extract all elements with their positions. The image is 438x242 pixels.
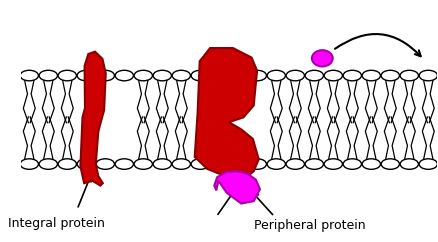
Circle shape xyxy=(343,159,361,169)
Circle shape xyxy=(286,70,304,81)
Circle shape xyxy=(400,159,418,169)
Circle shape xyxy=(115,70,134,81)
Text: Peripheral protein: Peripheral protein xyxy=(254,219,366,232)
Circle shape xyxy=(134,159,152,169)
Circle shape xyxy=(153,70,171,81)
Circle shape xyxy=(229,159,247,169)
Circle shape xyxy=(286,159,304,169)
Circle shape xyxy=(381,159,399,169)
Circle shape xyxy=(58,159,77,169)
Circle shape xyxy=(419,70,438,81)
Polygon shape xyxy=(195,48,259,180)
Circle shape xyxy=(362,70,381,81)
Circle shape xyxy=(248,70,266,81)
Circle shape xyxy=(134,70,152,81)
Circle shape xyxy=(324,70,343,81)
Circle shape xyxy=(172,70,191,81)
Circle shape xyxy=(362,159,381,169)
Circle shape xyxy=(153,159,171,169)
Circle shape xyxy=(419,159,438,169)
Circle shape xyxy=(96,159,114,169)
Circle shape xyxy=(305,70,323,81)
Circle shape xyxy=(191,159,209,169)
Circle shape xyxy=(77,159,95,169)
Circle shape xyxy=(267,70,286,81)
Circle shape xyxy=(381,70,399,81)
Polygon shape xyxy=(81,52,106,186)
Circle shape xyxy=(172,159,191,169)
Circle shape xyxy=(210,70,229,81)
Circle shape xyxy=(39,159,57,169)
Circle shape xyxy=(115,159,134,169)
Circle shape xyxy=(77,70,95,81)
Circle shape xyxy=(20,159,39,169)
Circle shape xyxy=(267,159,286,169)
Polygon shape xyxy=(214,171,260,204)
Circle shape xyxy=(400,70,418,81)
Circle shape xyxy=(20,70,39,81)
Circle shape xyxy=(305,159,323,169)
Circle shape xyxy=(343,70,361,81)
Circle shape xyxy=(96,70,114,81)
Text: Integral protein: Integral protein xyxy=(8,217,105,230)
Circle shape xyxy=(191,70,209,81)
Ellipse shape xyxy=(312,50,333,67)
Circle shape xyxy=(39,70,57,81)
Circle shape xyxy=(324,159,343,169)
Circle shape xyxy=(58,70,77,81)
Circle shape xyxy=(229,70,247,81)
Circle shape xyxy=(210,159,229,169)
Circle shape xyxy=(248,159,266,169)
